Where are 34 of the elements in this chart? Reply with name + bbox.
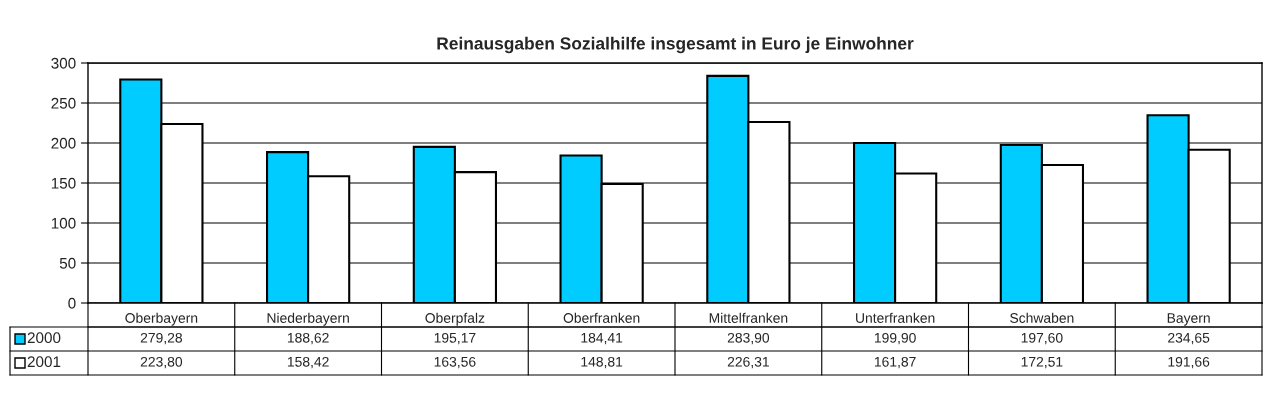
legend-label: 2000 bbox=[27, 332, 61, 344]
data-label: 148,81 bbox=[581, 356, 623, 369]
x-tick-label: Oberbayern bbox=[125, 312, 198, 326]
data-label: 191,66 bbox=[1168, 356, 1210, 369]
data-label: 226,31 bbox=[727, 356, 769, 369]
data-label: 163,56 bbox=[434, 356, 476, 369]
data-label: 158,42 bbox=[287, 356, 329, 369]
x-tick-label: Bayern bbox=[1167, 313, 1210, 326]
data-label: 279,28 bbox=[140, 332, 183, 345]
x-tick-label: Schwaben bbox=[1010, 312, 1074, 323]
x-tick-label: Niederbayern bbox=[267, 312, 349, 326]
y-tick-label: 300 bbox=[51, 57, 76, 69]
y-tick-label: 100 bbox=[51, 217, 76, 229]
chart-title: Reinausgaben Sozialhilfe insgesamt in Euro je Einwohner bbox=[437, 36, 914, 54]
x-tick-label: Unterfranken bbox=[856, 312, 935, 323]
data-label: 161,87 bbox=[874, 356, 916, 369]
data-label: 223,80 bbox=[140, 356, 183, 369]
y-tick-label: 250 bbox=[51, 97, 76, 109]
data-label: 184,41 bbox=[581, 332, 623, 345]
data-label: 199,90 bbox=[874, 332, 916, 345]
x-tick-label: Oberfranken bbox=[563, 312, 640, 323]
data-label: 172,51 bbox=[1021, 356, 1063, 369]
y-tick-label: 50 bbox=[59, 257, 76, 269]
y-tick-label: 200 bbox=[51, 137, 76, 149]
x-tick-label: Oberpfalz bbox=[425, 312, 485, 326]
data-label: 188,62 bbox=[287, 332, 329, 345]
data-label: 283,90 bbox=[727, 332, 770, 345]
data-label: 234,65 bbox=[1168, 332, 1210, 345]
data-label: 197,60 bbox=[1021, 332, 1063, 345]
y-tick-label: 0 bbox=[68, 297, 76, 309]
x-tick-label: Mittelfranken bbox=[709, 312, 788, 323]
y-tick-label: 150 bbox=[51, 177, 76, 189]
legend-label: 2001 bbox=[27, 356, 61, 368]
data-label: 195,17 bbox=[434, 332, 476, 345]
